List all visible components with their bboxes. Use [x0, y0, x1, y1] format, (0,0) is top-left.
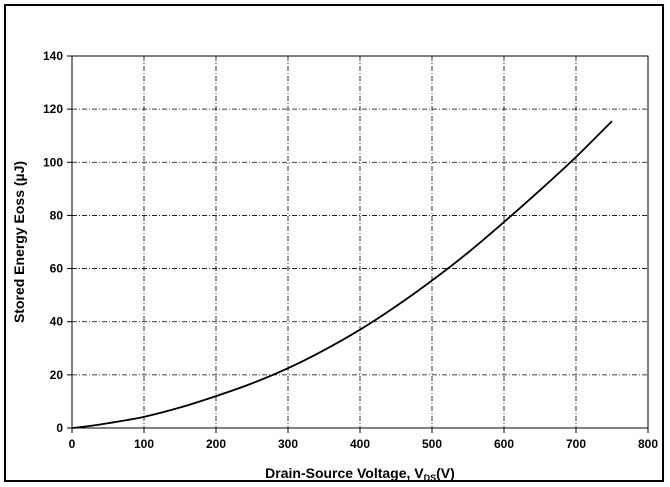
- x-tick-label: 800: [638, 437, 658, 451]
- y-tick-label: 20: [50, 368, 64, 382]
- x-axis-title-subscript: DS: [424, 473, 437, 483]
- chart-frame: [4, 4, 664, 482]
- x-tick-label: 100: [134, 437, 154, 451]
- x-tick-label: 700: [566, 437, 586, 451]
- y-tick-label: 80: [50, 208, 64, 222]
- x-axis-title-text: Drain-Source Voltage,: [265, 465, 414, 481]
- x-tick-label: 400: [350, 437, 370, 451]
- y-tick-labels: 0 20 40 60 80 100 120 140: [43, 49, 72, 435]
- y-tick-label: 120: [43, 102, 63, 116]
- x-tick-label: 600: [494, 437, 514, 451]
- x-tick-label: 500: [422, 437, 442, 451]
- eoss-curve: [71, 120, 613, 429]
- y-tick-label: 0: [56, 421, 63, 435]
- x-axis-title-symbol: V: [414, 465, 424, 481]
- x-tick-label: 0: [69, 437, 76, 451]
- x-axis-title: Drain-Source Voltage, VDS(V): [265, 465, 455, 483]
- x-tick-label: 200: [206, 437, 226, 451]
- y-tick-label: 140: [43, 49, 63, 63]
- y-axis-title: Stored Energy Eoss (µJ): [11, 161, 27, 323]
- y-tick-label: 40: [50, 315, 64, 329]
- series-layer: [71, 120, 613, 429]
- plot-area-border: [71, 55, 649, 429]
- x-tick-labels: 0 100 200 300 400 500 600 700 800: [69, 428, 658, 451]
- grid-lines: [72, 56, 648, 428]
- y-tick-label: 100: [43, 155, 63, 169]
- x-tick-label: 300: [278, 437, 298, 451]
- y-tick-label: 60: [50, 262, 64, 276]
- x-axis-title-unit: (V): [436, 465, 455, 481]
